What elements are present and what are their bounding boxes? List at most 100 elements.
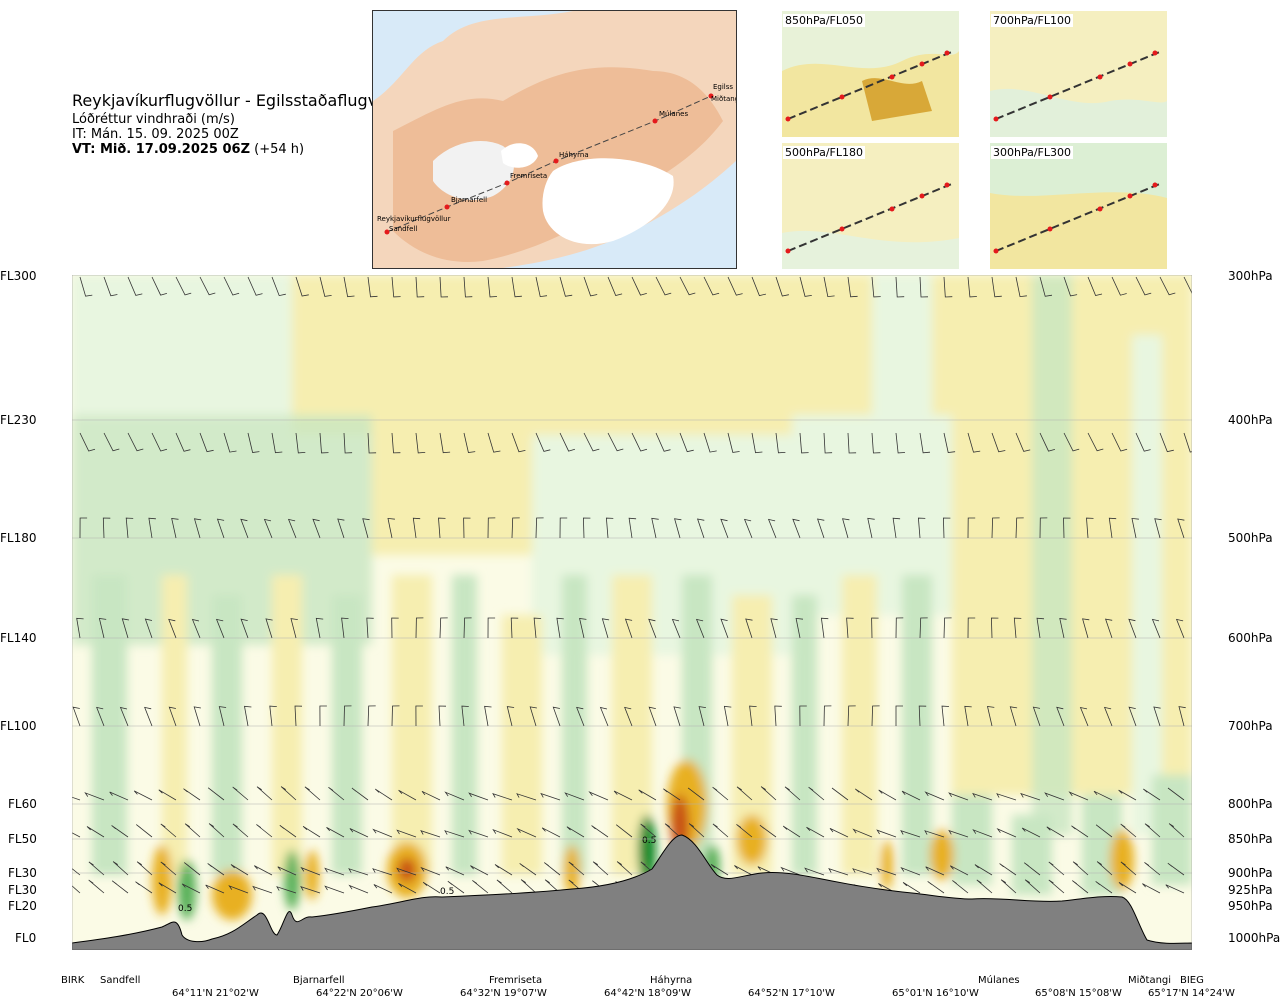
wind-barb (967, 432, 981, 453)
fl-label-50: FL50 (8, 832, 37, 846)
wind-barb (1096, 861, 1113, 876)
wind-barb (871, 705, 880, 727)
wind-barb (919, 617, 928, 639)
wind-barb (892, 517, 901, 539)
wind-barb (743, 518, 753, 539)
hpa-label-850: 850hPa (1228, 832, 1273, 846)
wind-barb (533, 617, 542, 639)
wind-barb (300, 885, 321, 894)
station-birk: BIRK (61, 975, 85, 986)
wind-barb (1013, 617, 1022, 639)
wind-barb (472, 880, 489, 894)
map-label-hahyrna: Háhyrna (559, 151, 589, 159)
wind-barb (319, 432, 329, 454)
wind-barb (1144, 823, 1161, 838)
wind-barb (991, 276, 1002, 298)
wind-barb (391, 432, 401, 454)
wind-barb (568, 861, 585, 876)
wind-barb (133, 790, 153, 801)
wind-barb (232, 823, 249, 838)
wind-barb (1153, 706, 1161, 727)
wind-barb (976, 879, 993, 894)
wind-barb (109, 791, 129, 801)
wind-barb (341, 617, 349, 639)
wind-barb (181, 883, 201, 894)
wind-barb (559, 432, 576, 452)
wind-barb (487, 276, 498, 298)
wind-barb (168, 706, 177, 727)
wind-barb (867, 517, 875, 539)
wind-barb (171, 518, 179, 539)
wind-barb (439, 617, 448, 639)
wind-barb (1009, 706, 1018, 727)
wind-barb (1165, 884, 1185, 894)
wind-barb (1059, 618, 1067, 639)
wind-barb (98, 618, 107, 639)
wind-barb (1178, 706, 1186, 727)
wind-barb (391, 276, 401, 298)
valid-time: VT: Mið. 17.09.2025 06Z (72, 142, 251, 157)
wind-barb (579, 618, 587, 639)
wind-barb (415, 276, 425, 298)
wind-barb (103, 276, 118, 297)
map-label-mulanes: Múlanes (659, 110, 688, 118)
wind-barb (974, 864, 993, 876)
hpa-label-500: 500hPa (1228, 531, 1273, 545)
wind-barb (511, 517, 520, 539)
wind-barb (1039, 276, 1053, 297)
wind-barb (343, 432, 353, 454)
wind-barb (1154, 518, 1162, 539)
wind-barb (343, 705, 352, 727)
wind-barb (948, 792, 969, 801)
wind-barb (615, 824, 633, 838)
wind-barb (784, 786, 801, 801)
wind-barb (125, 517, 134, 539)
wind-barb (348, 884, 369, 894)
wind-barb (607, 276, 623, 296)
wind-barb (510, 617, 519, 639)
wind-barb (218, 706, 227, 727)
minimap-700: 700hPa/FL100 (990, 11, 1167, 137)
minimap-850-label: 850hPa/FL050 (783, 14, 866, 27)
wind-barb (775, 276, 789, 297)
wind-barb (1015, 432, 1031, 452)
wind-barb (943, 276, 953, 298)
wind-barb (774, 705, 782, 727)
wind-barb (607, 432, 624, 452)
contour-label-2: 0.5 (440, 887, 454, 897)
wind-barb (271, 276, 286, 297)
wind-barb (175, 276, 192, 296)
wind-barb (144, 706, 153, 727)
map-label-birk: Reykjavíkurflugvöllur (377, 215, 451, 223)
wind-barb (1071, 825, 1089, 838)
minimap-500: 500hPa/FL180 (782, 143, 959, 269)
wind-barb (366, 617, 374, 639)
wind-barb (351, 787, 369, 801)
wind-barb (1103, 706, 1113, 727)
wind-barb (628, 517, 637, 539)
wind-barb (541, 827, 561, 838)
wind-barb (315, 617, 324, 639)
wind-barb (651, 517, 659, 539)
wind-barb (72, 796, 81, 801)
wind-barb (631, 276, 647, 296)
wind-barb (576, 706, 585, 727)
wind-barb (991, 517, 1000, 539)
wind-barb (919, 276, 929, 298)
map-label-midtangi: Miðtangi (711, 95, 736, 103)
wind-barb (829, 828, 849, 838)
wind-barb (1021, 827, 1041, 838)
wind-barb (1048, 861, 1065, 876)
wind-barb (349, 828, 369, 838)
wind-barb (529, 706, 537, 727)
contour-label-3: 0.5 (642, 836, 656, 846)
wind-barb (749, 705, 757, 727)
wind-barb (919, 432, 931, 454)
wind-barb (631, 432, 648, 452)
wind-barb (679, 432, 694, 453)
wind-barb (648, 706, 657, 727)
variable-label: Lóðréttur vindhraði (m/s) (72, 112, 235, 127)
wind-barb (1020, 792, 1041, 801)
wind-barb (624, 706, 633, 727)
wind-barb (487, 617, 496, 639)
